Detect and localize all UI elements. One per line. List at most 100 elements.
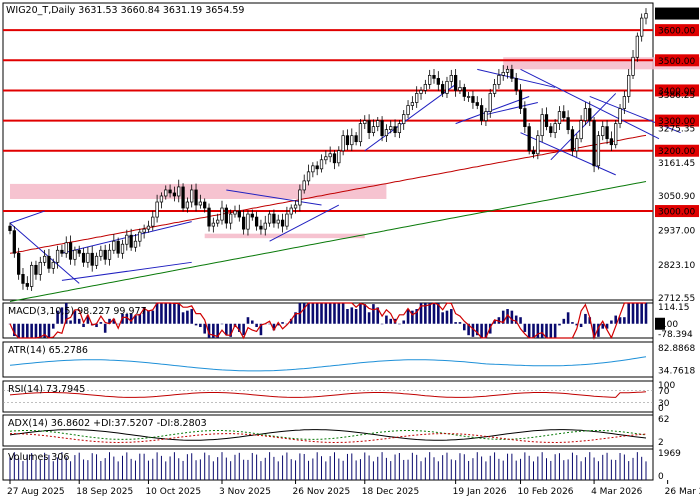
candle-body (484, 111, 488, 121)
x-tick-label: 26 Nov 2025 (293, 487, 351, 497)
candle-body (55, 249, 60, 263)
candle-body (51, 261, 55, 269)
trendline (226, 189, 322, 206)
candle-body (345, 135, 350, 146)
macd-bar (519, 317, 522, 324)
indicator-axis-label: 82.8868 (658, 344, 695, 354)
macd-bar (354, 309, 358, 324)
indicator-axis-label: 0.00 (658, 320, 678, 330)
macd-bar (242, 323, 245, 336)
macd-bar (527, 323, 531, 338)
macd-bar (575, 323, 579, 326)
candle-body (164, 189, 168, 197)
candle-body (146, 225, 151, 230)
level-price-tag (655, 84, 699, 97)
macd-bar (562, 318, 566, 324)
macd-bar (142, 307, 146, 324)
trendline (485, 102, 538, 116)
candle-body (86, 252, 90, 263)
macd-bar (324, 303, 328, 324)
macd-bar (199, 323, 202, 328)
panel-frame (2, 302, 654, 339)
candle-body (445, 81, 449, 94)
price-axis-label: 3161.45 (658, 159, 695, 169)
macd-bar (484, 323, 488, 338)
trendline (9, 210, 45, 224)
candle-body (428, 75, 432, 85)
x-tick-label: 10 Feb 2026 (518, 487, 574, 497)
candle-body (592, 120, 596, 167)
macd-bar (255, 323, 258, 328)
level-price-label: 3600.00 (658, 27, 695, 37)
candle-body (544, 114, 549, 127)
macd-bar (86, 315, 90, 324)
candle-body (553, 123, 557, 134)
macd-bar (173, 303, 176, 324)
macd-bar (471, 323, 475, 337)
macd-bar (30, 323, 33, 338)
candle-body (635, 35, 639, 58)
macd-bar (294, 312, 297, 324)
macd-bar (315, 303, 319, 324)
candle-body (605, 126, 609, 140)
macd-bar (281, 322, 284, 324)
x-tick-label: 10 Oct 2025 (145, 487, 201, 497)
candle-body (614, 123, 618, 146)
candle-body (246, 213, 250, 230)
candle-body (229, 213, 233, 224)
candle-body (254, 216, 259, 227)
candle-body (138, 231, 142, 242)
candle-body (194, 189, 198, 206)
panel-frame (2, 341, 654, 378)
panel-frame (2, 380, 654, 413)
candle-body (60, 249, 64, 254)
candle-body (518, 90, 523, 109)
level-price-tag (655, 205, 699, 218)
macd-bar (276, 323, 280, 326)
candle-body (324, 156, 328, 161)
macd-bar (588, 317, 592, 324)
macd-bar (419, 303, 423, 324)
candle-body (47, 255, 51, 269)
macd-bar (406, 309, 410, 324)
macd-bar (21, 323, 25, 338)
candle-body (389, 126, 393, 130)
macd-bar (238, 323, 241, 332)
candle-body (90, 252, 94, 266)
candle-body (475, 102, 479, 106)
macd-bar (168, 303, 172, 324)
macd-bar (627, 303, 630, 324)
candle-body (306, 171, 311, 182)
candle-body (640, 17, 644, 37)
candle-body (371, 126, 376, 134)
macd-bar (445, 310, 449, 324)
candle-body (570, 129, 575, 152)
candle-body (311, 165, 315, 173)
candle-body (142, 228, 146, 233)
candle-body (237, 210, 241, 218)
price-axis-label: 2937.00 (658, 227, 695, 237)
macd-bar (623, 317, 626, 324)
candle-body (198, 201, 203, 206)
x-tick-label: 18 Dec 2025 (362, 487, 420, 497)
macd-bar (584, 313, 587, 324)
candle-body (618, 108, 622, 124)
macd-bar (285, 323, 289, 325)
candle-body (441, 84, 445, 94)
macd-bar (34, 323, 38, 338)
candle-body (207, 207, 211, 227)
candle-body (557, 111, 562, 124)
macd-bar (545, 323, 548, 338)
candle-body (609, 138, 614, 146)
candle-body (250, 213, 254, 218)
candle-body (73, 249, 77, 260)
indicator-label: MACD(3,10,5) 98.227 99.977 (8, 306, 147, 317)
macd-bar (177, 303, 181, 324)
candle-body (505, 68, 510, 73)
macd-bar (428, 303, 431, 324)
candle-body (34, 264, 38, 275)
candle-body (622, 96, 627, 109)
level-price-tag (655, 114, 699, 127)
candle-body (319, 159, 324, 170)
